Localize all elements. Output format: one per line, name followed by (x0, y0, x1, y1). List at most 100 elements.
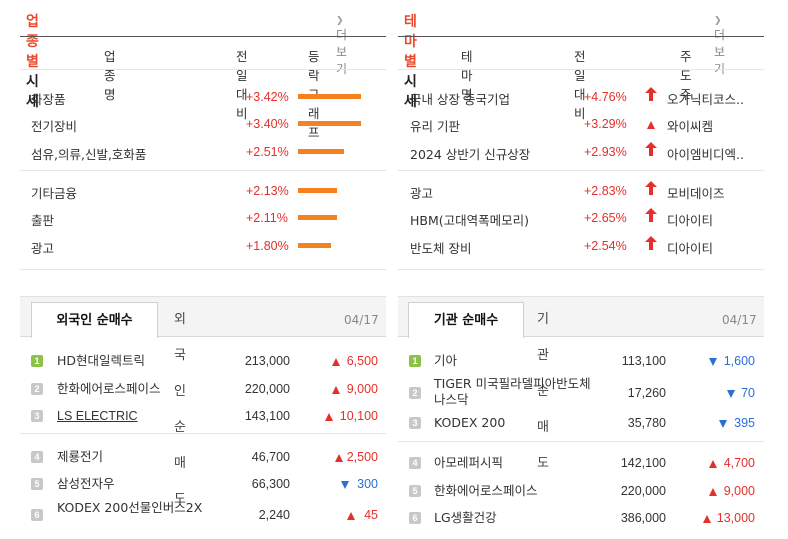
theme-row-change: +2.54% (584, 239, 627, 253)
industry-bar (298, 188, 337, 193)
rank-badge: 6 (31, 509, 43, 521)
stock-change: 10,100 (339, 409, 378, 423)
stock-change: 4,700 (723, 456, 755, 470)
stock-name[interactable]: 아모레퍼시픽 (434, 455, 504, 470)
theme-row-leader[interactable]: 오가닉티코스.. (667, 92, 744, 107)
up-arrow-icon (645, 236, 657, 250)
down-triangle-icon (341, 481, 349, 489)
divider (20, 69, 386, 70)
divider (20, 269, 386, 270)
theme-row-leader[interactable]: 디아이티 (667, 241, 714, 256)
stock-price: 220,000 (244, 382, 290, 396)
tab-institution-net-buy[interactable]: 기관 순매수 (408, 302, 524, 338)
date-label: 04/17 (344, 313, 379, 327)
theme-row-change: +4.76% (584, 90, 627, 104)
rank-badge: 6 (409, 512, 421, 524)
down-triangle-icon (709, 358, 717, 366)
industry-row-name[interactable]: 광고 (31, 241, 55, 256)
stock-name[interactable]: TIGER 미국필라델피아반도체나스닥 (434, 376, 591, 407)
stock-change: 9,000 (346, 382, 378, 396)
chevron-right-icon: ❯ (714, 16, 722, 26)
header-change: 전일대비 (574, 49, 586, 121)
industry-row-change: +3.42% (246, 90, 289, 104)
rank-badge: 1 (31, 355, 43, 367)
stock-name[interactable]: LS ELECTRIC (57, 409, 138, 423)
divider (398, 36, 764, 37)
stock-name[interactable]: LG생활건강 (434, 510, 497, 525)
divider (20, 170, 386, 171)
stock-name[interactable]: KODEX 200선물인버스2X (57, 500, 203, 515)
industry-row-change: +2.51% (246, 145, 289, 159)
divider (398, 441, 764, 442)
up-triangle-icon (335, 454, 343, 462)
stock-price: 142,100 (620, 456, 666, 470)
theme-row-change: +2.93% (584, 145, 627, 159)
industry-row-change: +3.40% (246, 117, 289, 131)
stock-change: 9,000 (723, 484, 755, 498)
industry-row-name[interactable]: 화장품 (31, 92, 66, 107)
up-arrow-icon (645, 87, 657, 101)
industry-bar (298, 149, 344, 154)
stock-name[interactable]: KODEX 200 (434, 415, 506, 430)
stock-name[interactable]: 한화에어로스페이스 (434, 483, 538, 498)
industry-more-link[interactable]: ❯더보기 (336, 16, 348, 76)
stock-price: 17,260 (627, 386, 666, 400)
industry-row-name[interactable]: 출판 (31, 213, 55, 228)
rank-badge: 4 (31, 451, 43, 463)
industry-row-name[interactable]: 섬유,의류,신발,호화품 (31, 147, 147, 162)
theme-row-change: +2.83% (584, 184, 627, 198)
up-triangle-icon (325, 413, 333, 421)
stock-price: 113,100 (621, 354, 666, 368)
theme-row-name[interactable]: 국내 상장 중국기업 (410, 92, 510, 107)
theme-row-name[interactable]: 반도체 장비 (410, 241, 472, 256)
stock-price: 35,780 (627, 416, 666, 430)
up-triangle-icon (709, 488, 717, 496)
header-change: 전일대비 (236, 49, 248, 121)
rank-badge: 5 (31, 478, 43, 490)
stock-price: 213,000 (244, 354, 290, 368)
stock-name[interactable]: 삼성전자우 (57, 476, 115, 491)
stock-name[interactable]: HD현대일렉트릭 (57, 353, 146, 368)
stock-change: 13,000 (716, 511, 755, 525)
stock-price: 143,100 (244, 409, 290, 423)
up-triangle-icon (347, 512, 355, 520)
up-triangle-icon (703, 515, 711, 523)
up-triangle-icon (332, 386, 340, 394)
stock-price: 386,000 (620, 511, 666, 525)
stock-change: 1,600 (723, 354, 755, 368)
up-triangle-icon (709, 460, 717, 468)
down-triangle-icon (727, 390, 735, 398)
theme-row-leader[interactable]: 아이엠비디엑.. (667, 147, 744, 162)
industry-row-name[interactable]: 전기장비 (31, 119, 78, 134)
industry-bar (298, 243, 331, 248)
up-arrow-icon (645, 181, 657, 195)
industry-bar (298, 215, 337, 220)
tab-institution-net-sell[interactable]: 기관 순매도 (537, 312, 549, 471)
theme-row-name[interactable]: 2024 상반기 신규상장 (410, 147, 531, 162)
theme-row-name[interactable]: 광고 (410, 186, 434, 201)
stock-name[interactable]: 제룡전기 (57, 449, 104, 464)
stock-name[interactable]: 한화에어로스페이스 (57, 381, 161, 396)
stock-change: 2,500 (346, 450, 378, 464)
industry-title: 업종별시세 (26, 14, 40, 110)
rank-badge: 5 (409, 485, 421, 497)
stock-change: 70 (741, 386, 755, 400)
stock-name[interactable]: 기아 (434, 353, 458, 368)
industry-row-name[interactable]: 기타금융 (31, 186, 78, 201)
theme-row-name[interactable]: HBM(고대역폭메모리) (410, 213, 530, 228)
theme-more-link[interactable]: ❯더보기 (714, 16, 726, 76)
industry-row-change: +2.13% (246, 184, 289, 198)
industry-bar (298, 121, 361, 126)
up-triangle-icon (332, 358, 340, 366)
theme-row-name[interactable]: 유리 기판 (410, 119, 460, 134)
theme-row-leader[interactable]: 모비데이즈 (667, 186, 725, 201)
theme-row-leader[interactable]: 와이씨켐 (667, 119, 714, 134)
industry-row-change: +2.11% (246, 211, 288, 225)
divider (398, 170, 764, 171)
rank-badge: 3 (31, 410, 43, 422)
tab-foreign-net-buy[interactable]: 외국인 순매수 (31, 302, 158, 338)
header-industry-name: 업종명 (104, 49, 116, 102)
theme-row-leader[interactable]: 디아이티 (667, 213, 714, 228)
tab-foreign-net-sell[interactable]: 외국인 순매도 (174, 312, 186, 507)
rank-badge: 2 (31, 383, 43, 395)
